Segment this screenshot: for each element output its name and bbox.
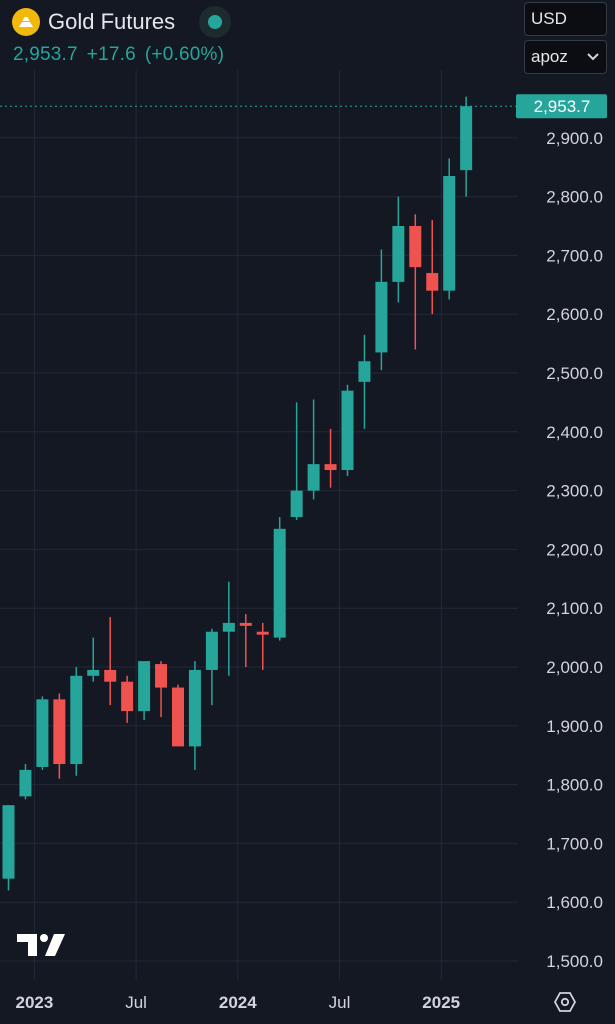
- candle-body: [443, 176, 456, 291]
- candle: [358, 334, 371, 429]
- currency-select[interactable]: USD: [524, 2, 607, 36]
- candle-body: [138, 661, 151, 712]
- tradingview-logo-icon[interactable]: [17, 932, 67, 963]
- y-tick-label: 2,800.0: [546, 188, 603, 207]
- candle-body: [53, 699, 66, 765]
- symbol-title[interactable]: Gold Futures: [48, 9, 176, 34]
- candle: [341, 384, 354, 476]
- y-tick-label: 1,900.0: [546, 717, 603, 736]
- y-axis: 1,500.0 1,600.0 1,700.0 1,800.0 1,900.0 2,000…: [546, 129, 603, 971]
- candle-body: [392, 226, 405, 282]
- candle-body: [104, 669, 117, 682]
- gold-bars-icon: [12, 8, 40, 36]
- candle-body: [273, 528, 286, 638]
- y-tick-label: 2,200.0: [546, 540, 603, 559]
- candle: [172, 684, 184, 747]
- candle-body: [19, 769, 32, 797]
- candle-body: [222, 622, 235, 632]
- y-tick-label: 2,500.0: [546, 364, 603, 383]
- candle: [443, 158, 456, 300]
- candle: [19, 764, 32, 800]
- candle: [222, 581, 235, 676]
- currency-value: USD: [531, 9, 567, 28]
- candle: [375, 249, 388, 371]
- y-tick-label: 2,000.0: [546, 658, 603, 677]
- candle-body: [70, 675, 83, 765]
- y-tick-label: 1,800.0: [546, 776, 603, 795]
- candle-body: [460, 106, 473, 171]
- candle: [188, 661, 201, 770]
- y-tick-label: 2,600.0: [546, 305, 603, 324]
- candle-body: [256, 631, 269, 635]
- y-tick-label: 2,400.0: [546, 423, 603, 442]
- x-tick-label: Jul: [329, 993, 351, 1012]
- candle: [87, 637, 100, 682]
- y-tick-label: 2,700.0: [546, 246, 603, 265]
- candle: [155, 661, 168, 717]
- last-price-text: 2,953.7: [534, 97, 591, 116]
- candle: [36, 696, 49, 770]
- candle-body: [172, 687, 184, 747]
- candle-body: [409, 226, 422, 268]
- y-tick-label: 1,700.0: [546, 834, 603, 853]
- candle: [138, 661, 151, 720]
- x-axis: 2023 Jul 2024 Jul 2025: [15, 993, 460, 1012]
- candle-body: [358, 361, 371, 382]
- candle-body: [36, 699, 49, 767]
- candle: [426, 220, 439, 315]
- chevron-down-icon: [587, 53, 599, 61]
- price-change: +17.6: [86, 44, 136, 65]
- candle-body: [205, 631, 218, 670]
- settings-hexagon-icon[interactable]: [553, 990, 577, 1019]
- candle-body: [2, 805, 15, 879]
- candle-body: [155, 664, 168, 688]
- candle-body: [188, 669, 201, 747]
- y-tick-label: 1,600.0: [546, 893, 603, 912]
- candle-body: [341, 390, 354, 471]
- x-tick-label: 2024: [219, 993, 257, 1012]
- last-price-label: 2,953.7: [516, 94, 607, 119]
- price-quote: 2,953.7 +17.6 (+0.60%): [13, 44, 233, 66]
- candle: [70, 667, 83, 776]
- y-tick-label: 2,300.0: [546, 482, 603, 501]
- candle: [460, 96, 473, 197]
- x-tick-label: 2023: [15, 993, 53, 1012]
- candle-body: [239, 622, 252, 626]
- candle: [205, 628, 218, 706]
- live-dot-icon: [199, 6, 232, 38]
- candle: [409, 214, 422, 350]
- candle: [104, 617, 117, 706]
- candle-body: [375, 281, 388, 353]
- candle: [256, 622, 269, 670]
- x-tick-label: 2025: [422, 993, 460, 1012]
- candle-body: [290, 490, 303, 518]
- candle: [392, 196, 405, 303]
- candle-body: [121, 681, 134, 712]
- unit-value: apoz: [531, 47, 568, 66]
- y-tick-label: 2,100.0: [546, 599, 603, 618]
- unit-select[interactable]: apoz: [524, 40, 607, 74]
- candle: [273, 517, 286, 641]
- candle: [2, 805, 15, 891]
- candle: [121, 675, 134, 723]
- grid-lines: [0, 70, 518, 980]
- candle-body: [324, 464, 337, 471]
- price-change-percent: (+0.60%): [144, 44, 225, 65]
- x-tick-label: Jul: [125, 993, 147, 1012]
- candle-body: [307, 464, 320, 491]
- last-price: 2,953.7: [13, 44, 78, 65]
- candle: [307, 399, 320, 500]
- chart-header: Gold Futures: [12, 6, 232, 38]
- candle: [53, 693, 66, 779]
- candle: [239, 614, 252, 667]
- candle-body: [87, 669, 100, 676]
- candles-layer: [2, 96, 473, 891]
- y-tick-label: 2,900.0: [546, 129, 603, 148]
- candle: [290, 402, 303, 520]
- candle-body: [426, 273, 439, 291]
- candle: [324, 428, 337, 488]
- y-tick-label: 1,500.0: [546, 952, 603, 971]
